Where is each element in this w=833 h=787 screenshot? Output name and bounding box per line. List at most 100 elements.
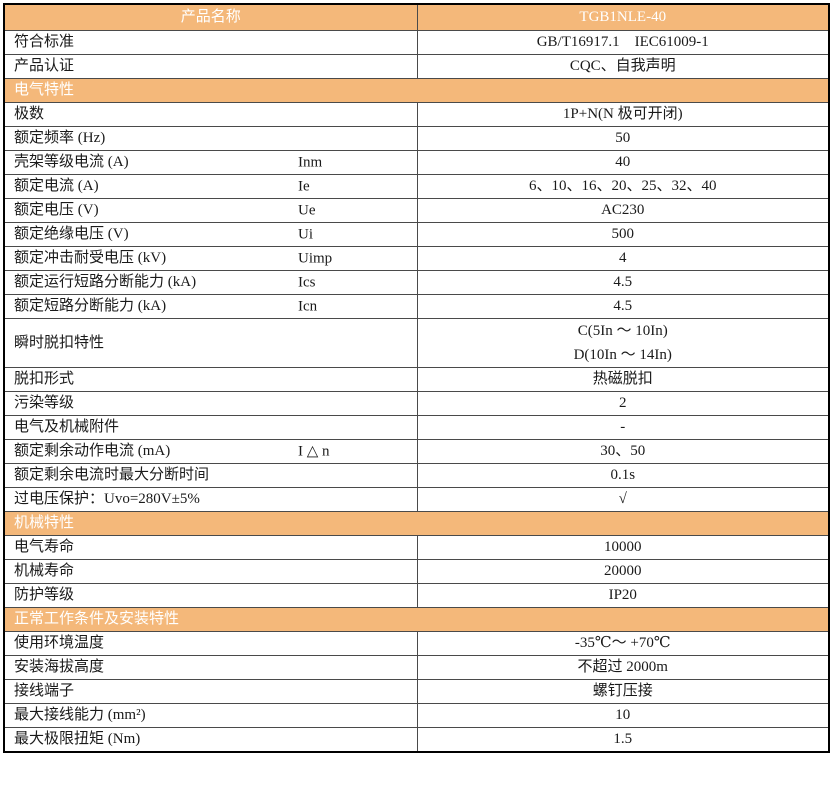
spec-label: 产品认证	[14, 58, 75, 74]
spec-value: 500	[611, 226, 635, 242]
spec-label-cell: 污染等级	[3, 391, 418, 416]
spec-row: 最大极限扭矩 (Nm) 1.5	[3, 727, 830, 753]
spec-value: 热磁脱扣	[592, 371, 653, 387]
spec-table-body: 产品名称 TGB1NLE-40 符合标准 GB/T16917.1 IEC61009-1…	[3, 3, 830, 753]
product-header-row: 产品名称 TGB1NLE-40	[3, 3, 830, 31]
spec-label-cell: 额定电流 (A) Ie	[3, 174, 418, 199]
spec-value-cell: 10000	[416, 535, 830, 560]
spec-label: 额定绝缘电压 (V)	[14, 226, 129, 242]
product-name-label-cell: 产品名称	[3, 3, 418, 31]
spec-value-cell: 6、10、16、20、25、32、40	[416, 174, 830, 199]
spec-value-cell: 50	[416, 126, 830, 151]
spec-label-cell: 使用环境温度	[3, 631, 418, 656]
spec-label-cell: 额定频率 (Hz)	[3, 126, 418, 151]
spec-label-cell: 额定剩余电流时最大分断时间	[3, 463, 418, 488]
spec-label: 机械寿命	[14, 563, 75, 579]
spec-label: 防护等级	[14, 587, 75, 603]
spec-row: 额定短路分断能力 (kA) Icn 4.5	[3, 294, 830, 319]
spec-value-cell: -35℃～ +70℃	[416, 631, 830, 656]
spec-value: √	[618, 491, 627, 507]
spec-label: 极数	[14, 106, 45, 122]
spec-row: 额定冲击耐受电压 (kV) Uimp 4	[3, 246, 830, 271]
spec-value: 4.5	[613, 274, 633, 290]
spec-label: 额定剩余电流时最大分断时间	[14, 467, 210, 483]
spec-row: 脱扣形式 热磁脱扣	[3, 367, 830, 392]
spec-label-cell: 电气寿命	[3, 535, 418, 560]
spec-row: 产品认证 CQC、自我声明	[3, 54, 830, 79]
spec-label-cell: 极数	[3, 102, 418, 127]
spec-label: 最大接线能力 (mm²)	[14, 707, 146, 723]
section-title: 机械特性	[14, 515, 75, 531]
spec-row: 额定剩余电流时最大分断时间 0.1s	[3, 463, 830, 488]
spec-label: 电气及机械附件	[14, 419, 120, 435]
spec-value-cell: 4	[416, 246, 830, 271]
spec-value-cell: 1.5	[416, 727, 830, 753]
spec-label-cell: 额定绝缘电压 (V) Ui	[3, 222, 418, 247]
spec-value: 1.5	[613, 731, 633, 747]
spec-label: 额定电压 (V)	[14, 202, 99, 218]
spec-value-cell: 不超过 2000m	[416, 655, 830, 680]
spec-label-cell: 符合标准	[3, 30, 418, 55]
spec-label: 额定短路分断能力 (kA)	[14, 298, 167, 314]
spec-value: 螺钉压接	[592, 683, 653, 699]
spec-row: 额定运行短路分断能力 (kA) Ics 4.5	[3, 270, 830, 295]
spec-label-cell: 壳架等级电流 (A) Inm	[3, 150, 418, 175]
spec-label-cell: 产品认证	[3, 54, 418, 79]
spec-value: 40	[615, 154, 631, 170]
spec-row: 极数 1P+N(N 极可开闭)	[3, 102, 830, 127]
spec-label-cell: 额定剩余动作电流 (mA) I △ n	[3, 439, 418, 464]
spec-row: 污染等级 2	[3, 391, 830, 416]
spec-row: 防护等级 IP20	[3, 583, 830, 608]
spec-value-cell: 0.1s	[416, 463, 830, 488]
spec-symbol: Ie	[298, 178, 310, 194]
spec-value: IP20	[608, 587, 637, 603]
spec-symbol: I △ n	[298, 443, 330, 459]
section-title-cell: 机械特性	[3, 511, 830, 536]
spec-value-cell: 热磁脱扣	[416, 367, 830, 392]
spec-value: 10	[615, 707, 631, 723]
section-title-cell: 电气特性	[3, 78, 830, 103]
spec-label-cell: 机械寿命	[3, 559, 418, 584]
spec-row: 额定频率 (Hz) 50	[3, 126, 830, 151]
spec-row: 电气寿命 10000	[3, 535, 830, 560]
spec-value-cell: 螺钉压接	[416, 679, 830, 704]
spec-label: 使用环境温度	[14, 635, 105, 651]
spec-row: 额定电流 (A) Ie 6、10、16、20、25、32、40	[3, 174, 830, 199]
spec-row: 符合标准 GB/T16917.1 IEC61009-1	[3, 30, 830, 55]
spec-row: 额定电压 (V) Ue AC230	[3, 198, 830, 223]
spec-row: 壳架等级电流 (A) Inm 40	[3, 150, 830, 175]
spec-row: 机械寿命 20000	[3, 559, 830, 584]
spec-label-cell: 接线端子	[3, 679, 418, 704]
spec-label: 额定频率 (Hz)	[14, 130, 106, 146]
spec-label-cell: 防护等级	[3, 583, 418, 608]
spec-value-cell: AC230	[416, 198, 830, 223]
spec-label-cell: 最大极限扭矩 (Nm)	[3, 727, 418, 753]
spec-label: 符合标准	[14, 34, 75, 50]
spec-label-cell: 安装海拔高度	[3, 655, 418, 680]
spec-value: 20000	[604, 563, 642, 579]
spec-value: AC230	[601, 202, 645, 218]
spec-label: 污染等级	[14, 395, 75, 411]
spec-value-cell: 10	[416, 703, 830, 728]
spec-value: GB/T16917.1 IEC61009-1	[536, 34, 709, 50]
spec-row: 使用环境温度 -35℃～ +70℃	[3, 631, 830, 656]
spec-symbol: Ui	[298, 226, 313, 242]
spec-row: 电气及机械附件 -	[3, 415, 830, 440]
spec-label-cell: 最大接线能力 (mm²)	[3, 703, 418, 728]
product-model: TGB1NLE-40	[579, 9, 667, 25]
spec-label: 接线端子	[14, 683, 75, 699]
spec-sheet: 产品名称 TGB1NLE-40 符合标准 GB/T16917.1 IEC61009-1…	[3, 3, 830, 753]
section-row: 正常工作条件及安装特性	[3, 607, 830, 632]
spec-symbol: Ics	[298, 274, 316, 290]
spec-value-line: C(5In ～ 10In)	[577, 323, 668, 339]
spec-row: 额定绝缘电压 (V) Ui 500	[3, 222, 830, 247]
spec-label-cell: 脱扣形式	[3, 367, 418, 392]
spec-value: 1P+N(N 极可开闭)	[562, 106, 683, 122]
spec-label-cell: 额定短路分断能力 (kA) Icn	[3, 294, 418, 319]
spec-symbol: Icn	[298, 298, 318, 314]
spec-label: 瞬时脱扣特性	[14, 334, 105, 351]
spec-value: 4	[619, 250, 627, 266]
spec-label: 额定剩余动作电流 (mA)	[14, 443, 171, 459]
section-title: 电气特性	[14, 82, 75, 98]
section-row: 机械特性	[3, 511, 830, 536]
